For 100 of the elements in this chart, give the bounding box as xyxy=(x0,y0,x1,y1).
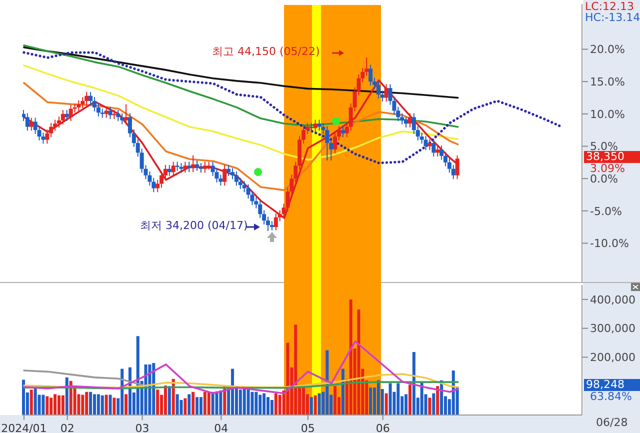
bar xyxy=(262,393,266,415)
bar xyxy=(266,397,270,415)
bar xyxy=(396,383,400,415)
candlestick xyxy=(171,161,176,176)
x-tick-label: 04 xyxy=(214,422,228,433)
bar xyxy=(112,398,116,415)
candlestick xyxy=(317,119,322,132)
candlestick xyxy=(222,164,227,186)
bar xyxy=(108,394,112,415)
bar xyxy=(238,390,242,415)
x-tick-label: 05 xyxy=(300,422,315,433)
candlestick xyxy=(384,84,388,102)
x-tick-label: 06 xyxy=(376,422,390,433)
bar xyxy=(57,395,60,415)
candlestick xyxy=(195,160,200,172)
bar xyxy=(341,368,344,415)
bar xyxy=(176,394,179,415)
candlestick xyxy=(340,126,345,138)
candlestick xyxy=(432,138,436,158)
candlestick xyxy=(84,91,89,106)
candlestick xyxy=(64,110,69,122)
candlestick xyxy=(120,112,124,125)
bar xyxy=(54,394,57,415)
candlestick xyxy=(206,161,211,170)
bar xyxy=(81,394,84,415)
y-tick-label: 200,000 xyxy=(590,351,636,364)
bar xyxy=(203,392,206,415)
y-tick-label: -5.0% xyxy=(590,204,622,218)
candlestick xyxy=(124,104,128,125)
bar xyxy=(34,388,37,415)
bar xyxy=(270,400,274,415)
annotation: 최저 34,200 (04/17) xyxy=(140,219,248,232)
bar xyxy=(314,395,317,415)
line-series xyxy=(23,381,459,390)
bar xyxy=(89,392,92,415)
bar xyxy=(242,388,246,415)
candlestick xyxy=(198,162,203,174)
bar xyxy=(310,397,313,415)
bar xyxy=(192,392,195,415)
bar xyxy=(294,324,298,415)
bar xyxy=(196,397,199,415)
candlestick xyxy=(116,110,120,122)
bar xyxy=(219,390,222,415)
candlestick xyxy=(270,220,274,231)
bar xyxy=(388,383,392,415)
bar xyxy=(199,397,202,415)
candlestick xyxy=(60,110,65,125)
x-tick-label: 03 xyxy=(135,422,150,433)
x-tick-label: 02 xyxy=(60,422,74,433)
y-tick-label: 10.0% xyxy=(590,108,625,121)
text: 3.09% xyxy=(590,162,625,175)
line-series xyxy=(23,64,459,161)
candlestick xyxy=(179,162,184,174)
bar xyxy=(286,342,290,415)
y-tick-label: -10.0% xyxy=(590,237,629,250)
bar xyxy=(369,388,372,415)
y-tick-label: 20.0% xyxy=(590,43,625,56)
bar xyxy=(432,393,436,415)
bar xyxy=(258,394,262,415)
bar xyxy=(420,382,424,415)
candlestick xyxy=(167,164,172,176)
candlestick xyxy=(325,126,330,161)
y-tick-label: 15.0% xyxy=(590,75,625,88)
candlestick xyxy=(187,161,192,173)
bar xyxy=(318,393,321,415)
text: 63.84% xyxy=(590,390,632,403)
candlestick xyxy=(202,161,207,174)
bar xyxy=(92,394,96,415)
y-tick-label: 0.0% xyxy=(590,172,618,186)
bar xyxy=(124,394,128,415)
candlestick xyxy=(183,161,188,174)
candlestick xyxy=(313,119,318,133)
candlestick xyxy=(404,116,408,128)
candlestick xyxy=(175,161,180,172)
bar xyxy=(188,394,191,415)
candlestick xyxy=(226,164,231,176)
candlestick xyxy=(408,112,412,128)
y-tick-label: 400,000 xyxy=(590,293,636,306)
line-series xyxy=(23,82,459,192)
bar xyxy=(168,386,171,415)
bar xyxy=(164,386,167,415)
bar xyxy=(184,398,187,415)
candlestick xyxy=(25,112,30,132)
bar xyxy=(156,390,160,415)
bar xyxy=(274,393,278,415)
candlestick xyxy=(234,170,238,186)
bar xyxy=(100,395,104,415)
bar xyxy=(404,394,408,415)
text: 38,350 xyxy=(584,150,640,163)
candlestick xyxy=(68,104,73,122)
line-series xyxy=(23,340,459,394)
text: 98,248 xyxy=(584,378,640,391)
x-tick-label: 2024/01 xyxy=(1,422,47,433)
bar xyxy=(65,377,68,415)
y-tick-label: 300,000 xyxy=(590,322,636,336)
bar xyxy=(349,299,352,415)
bar xyxy=(254,392,258,415)
bar xyxy=(302,386,305,415)
candlestick xyxy=(108,106,112,120)
bar xyxy=(250,392,254,415)
